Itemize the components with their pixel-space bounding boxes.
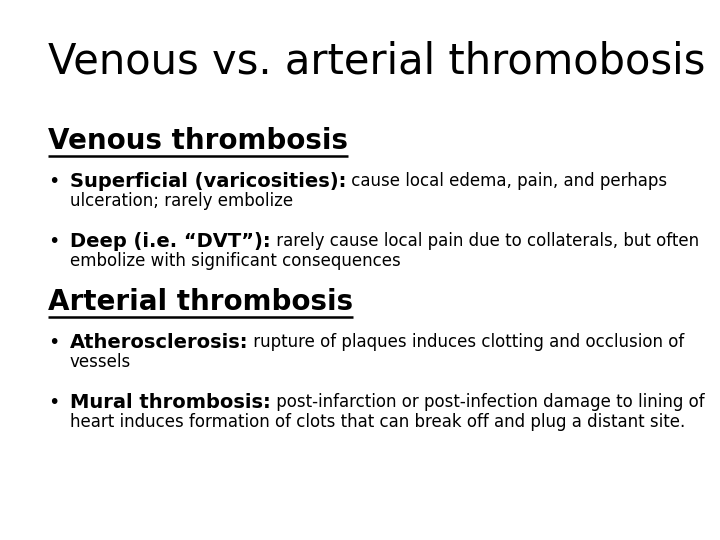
Text: •: •	[48, 172, 59, 191]
Text: •: •	[48, 393, 59, 412]
Text: Superficial (varicosities):: Superficial (varicosities):	[70, 172, 346, 191]
Text: Arterial thrombosis: Arterial thrombosis	[48, 288, 353, 316]
Text: ulceration; rarely embolize: ulceration; rarely embolize	[70, 192, 293, 210]
Text: Mural thrombosis:: Mural thrombosis:	[70, 393, 271, 412]
Text: rarely cause local pain due to collaterals, but often: rarely cause local pain due to collatera…	[271, 232, 698, 250]
Text: heart induces formation of clots that can break off and plug a distant site.: heart induces formation of clots that ca…	[70, 413, 685, 431]
Text: embolize with significant consequences: embolize with significant consequences	[70, 252, 401, 270]
Text: Venous thrombosis: Venous thrombosis	[48, 127, 348, 155]
Text: vessels: vessels	[70, 353, 131, 371]
Text: rupture of plaques induces clotting and occlusion of: rupture of plaques induces clotting and …	[248, 333, 685, 351]
Text: Venous vs. arterial thromobosis: Venous vs. arterial thromobosis	[48, 40, 706, 82]
Text: post-infarction or post-infection damage to lining of: post-infarction or post-infection damage…	[271, 393, 704, 411]
Text: Atherosclerosis:: Atherosclerosis:	[70, 333, 248, 352]
Text: cause local edema, pain, and perhaps: cause local edema, pain, and perhaps	[346, 172, 667, 190]
Text: •: •	[48, 333, 59, 352]
Text: Deep (i.e. “DVT”):: Deep (i.e. “DVT”):	[70, 232, 271, 251]
Text: •: •	[48, 232, 59, 251]
